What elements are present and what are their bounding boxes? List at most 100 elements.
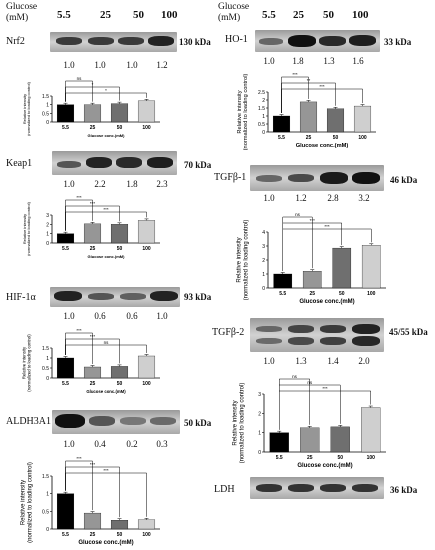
bar-chart-aldh3a1: Relative intensity(normalized to loading… — [21, 456, 160, 546]
ratio-value: 1.0 — [63, 60, 75, 70]
bar-chart-tgfb2: Relative intensity(normalized to loading… — [233, 374, 386, 469]
y-tick-label: 3 — [262, 244, 265, 250]
bar-chart-tgfb1: Relative intensity(normalized to loading… — [237, 212, 386, 305]
ratio-value: 2.3 — [156, 179, 168, 189]
y-tick-label: 0 — [258, 450, 261, 456]
y-tick-label: 0.5 — [42, 111, 49, 117]
conc-label: 100 — [161, 9, 178, 21]
significance-label: *** — [90, 334, 96, 339]
y-axis-label: Relative intensity(normalized to loading… — [233, 383, 246, 464]
ratio-value: 0.6 — [126, 311, 138, 321]
x-tick-label: 100 — [142, 532, 151, 538]
y-tick-label: 3 — [258, 392, 261, 398]
x-tick-label: 25 — [90, 381, 96, 387]
conc-label: 5.5 — [262, 9, 276, 21]
significance-label: ** — [307, 78, 311, 83]
ratio-value: 1.0 — [63, 179, 75, 189]
y-tick-label: 0.5 — [258, 122, 265, 128]
bar — [330, 426, 350, 453]
conc-label: 25 — [293, 9, 304, 21]
x-tick-label: 50 — [117, 381, 123, 387]
significance-label: *** — [324, 224, 330, 229]
x-tick-label: 25 — [306, 135, 312, 141]
significance-bracket — [65, 211, 147, 231]
bar-chart-hif1a: Relative intensity(normalized to loading… — [22, 328, 160, 394]
x-tick-label: 50 — [117, 125, 123, 131]
bar — [269, 432, 289, 453]
x-tick-label: 25 — [307, 455, 313, 461]
x-tick-label: 25 — [90, 246, 96, 252]
significance-bracket — [65, 92, 147, 102]
ratio-value: 1.0 — [263, 356, 275, 366]
bar — [56, 357, 75, 379]
bar — [353, 105, 372, 133]
y-tick-label: 1.5 — [42, 94, 49, 100]
y-tick-label: 0 — [262, 286, 265, 292]
unit-label: (mM) — [218, 13, 241, 23]
ratio-value: 0.2 — [126, 439, 138, 449]
blot-label: LDH — [214, 484, 235, 495]
western-blot-ho1 — [255, 30, 380, 52]
significance-bracket — [65, 80, 93, 102]
mw-label: 70 kDa — [184, 160, 212, 170]
mw-label: 33 kDa — [384, 37, 412, 47]
ratio-value: 1.8 — [292, 56, 304, 66]
significance-label: *** — [90, 201, 96, 206]
x-tick-label: 25 — [90, 125, 96, 131]
significance-bracket — [281, 88, 363, 113]
significance-label: *** — [322, 386, 328, 391]
ratio-value: 1.0 — [263, 193, 275, 203]
bar — [56, 104, 75, 123]
bar — [299, 101, 318, 133]
bar — [302, 271, 322, 289]
ratio-value: 1.3 — [323, 56, 335, 66]
x-tick-label: 100 — [142, 246, 151, 252]
x-tick-label: 50 — [117, 246, 123, 252]
blot-label: TGFβ-2 — [212, 327, 245, 338]
ratio-value: 1.8 — [126, 179, 138, 189]
x-tick-label: 50 — [117, 532, 123, 538]
y-tick-label: 0 — [46, 120, 49, 126]
y-tick-label: 1 — [262, 114, 265, 120]
bar — [273, 273, 293, 289]
glucose-header-left: Glucose (mM) — [6, 2, 37, 24]
western-blot-keap1 — [52, 151, 177, 175]
conc-label: 100 — [352, 9, 369, 21]
significance-label: ns — [307, 380, 313, 385]
x-tick-label: 5.5 — [278, 135, 285, 141]
x-tick-label: 25 — [90, 532, 96, 538]
bar — [110, 366, 129, 379]
bar — [361, 245, 381, 289]
mw-label: 36 kDa — [390, 485, 418, 495]
ratio-value: 0.3 — [156, 439, 168, 449]
bar — [83, 223, 102, 244]
y-tick-label: 2.5 — [258, 90, 265, 96]
bar — [326, 108, 345, 133]
conc-label: 50 — [133, 9, 144, 21]
significance-label: * — [92, 82, 94, 87]
western-blot-tgfb2 — [250, 318, 384, 352]
bar — [137, 220, 156, 244]
bar — [83, 366, 102, 379]
x-axis-label: Glucose conc.(mM) — [296, 143, 349, 149]
significance-label: * — [105, 88, 107, 93]
significance-bracket — [282, 228, 372, 271]
y-tick-label: 1.5 — [42, 474, 49, 480]
y-tick-label: 0 — [262, 130, 265, 136]
western-blot-hif1a — [50, 287, 180, 307]
western-blot-nrf2 — [50, 32, 177, 52]
bar — [300, 427, 320, 453]
bar — [110, 224, 129, 244]
significance-bracket — [279, 390, 371, 430]
significance-label: *** — [103, 207, 109, 212]
significance-label: *** — [76, 195, 82, 200]
ratio-value: 1.2 — [156, 60, 168, 70]
y-tick-label: 2 — [46, 222, 49, 228]
bar — [83, 104, 102, 123]
bar — [83, 512, 102, 530]
y-axis-label: Relative intensity(normalized to loading… — [22, 334, 32, 392]
blot-label: Keap1 — [6, 158, 33, 169]
conc-label: 5.5 — [57, 9, 71, 21]
x-axis-label: Glucose conc.(mM) — [88, 133, 126, 138]
ratio-value: 3.2 — [358, 193, 370, 203]
